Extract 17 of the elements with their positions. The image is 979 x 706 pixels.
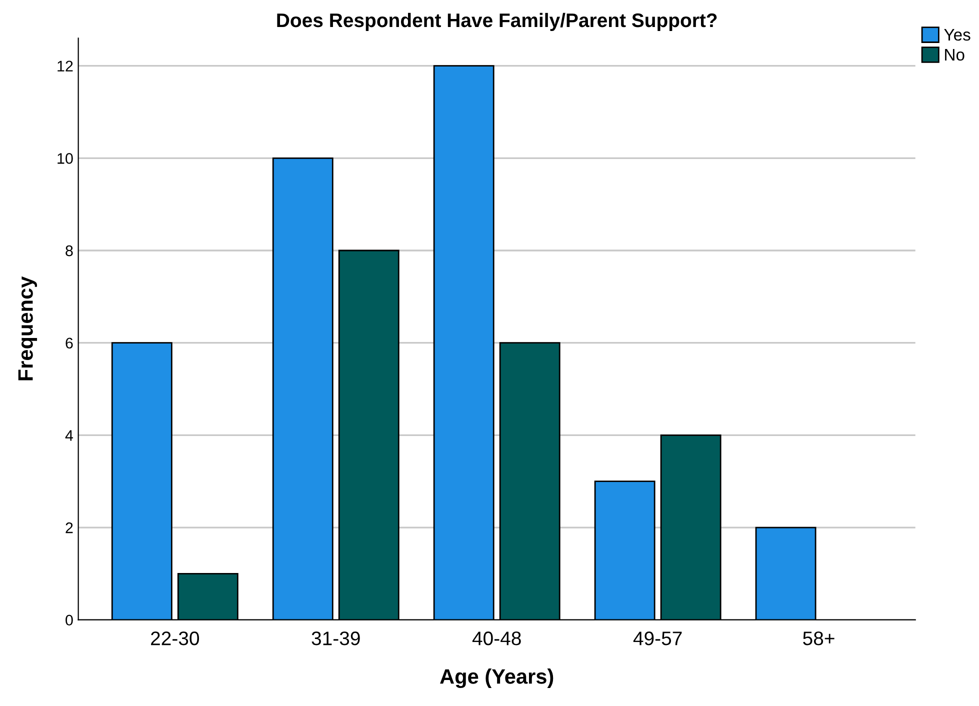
x-tick-label: 40-48: [472, 631, 521, 646]
y-tick-label: 12: [58, 60, 73, 72]
y-tick-label: 6: [66, 338, 73, 349]
y-axis-title: Frequency: [18, 276, 38, 380]
legend-label: No: [945, 48, 964, 61]
x-tick-label: 22-30: [151, 631, 200, 646]
x-tick-label: 58+: [803, 631, 834, 646]
x-axis-title: Age (Years): [440, 668, 554, 688]
x-tick-label: 31-39: [312, 631, 360, 646]
legend-label: Yes: [944, 29, 970, 41]
y-tick-label: 0: [66, 614, 73, 626]
y-tick-label: 10: [58, 153, 73, 164]
y-tick-label: 2: [66, 522, 73, 534]
chart-title: Does Respondent Have Family/Parent Support?: [277, 12, 717, 32]
y-tick-label: 4: [65, 430, 74, 441]
y-tick-label: 8: [66, 245, 73, 256]
x-tick-label: 49-57: [633, 631, 682, 646]
